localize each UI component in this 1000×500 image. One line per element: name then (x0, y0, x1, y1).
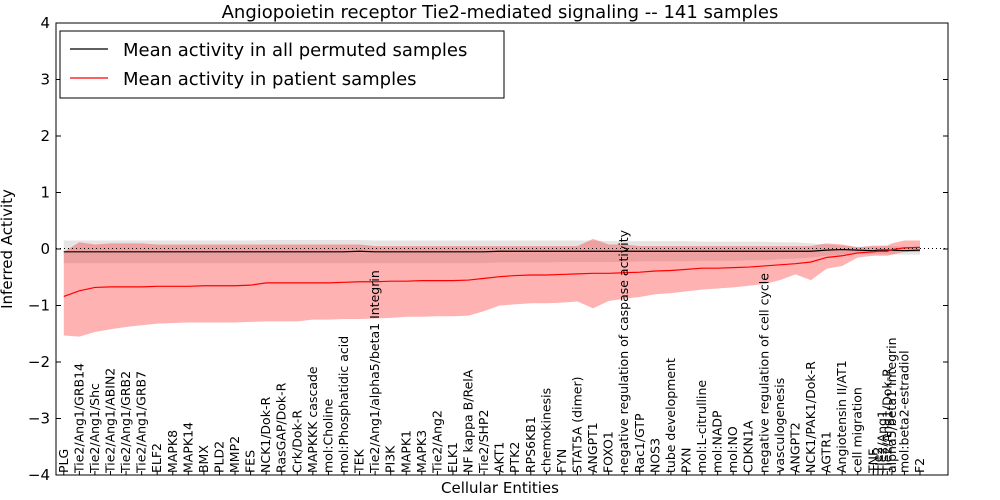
x-tick-label: alpha5/beta1 Integrin (884, 337, 899, 473)
x-tick-label: Tie2 (870, 447, 885, 474)
x-tick-label: NCK1/Dok-R (258, 397, 273, 473)
x-tick-label: tube development (663, 358, 678, 473)
x-tick-label: FES (243, 450, 258, 473)
x-tick-label: Tie2/Ang1/alpha5/beta1 Integrin (367, 270, 382, 474)
x-tick-label: Tie2/Ang1 (875, 410, 890, 474)
x-tick-label: F2 (912, 458, 927, 473)
y-tick-label: −3 (28, 410, 50, 428)
y-tick-label: −2 (28, 353, 50, 371)
y-tick-label: 1 (40, 184, 50, 202)
x-tick-label: Tie2/Ang1/Shc (87, 383, 102, 474)
x-tick-label: RPS6KB1 (523, 416, 538, 473)
x-tick-label: Tie2/SHP2 (476, 410, 491, 474)
y-axis-label: Inferred Activity (0, 189, 16, 309)
legend-label-patient: Mean activity in patient samples (123, 69, 417, 90)
y-tick-label: 4 (40, 14, 50, 32)
x-tick-label: NCK1/PAK1/Dok-R (803, 361, 818, 473)
x-tick-label: Rac1/GTP (632, 413, 647, 473)
x-tick-label: AKT1 (492, 442, 507, 473)
x-tick-label: TNF (865, 449, 880, 474)
y-tick-label: 3 (40, 71, 50, 89)
x-tick-label: PXN (678, 448, 693, 473)
x-tick-label: MAPK3 (414, 430, 429, 473)
x-tick-label: PLG (56, 449, 71, 473)
x-tick-label: Tie2/Ang1/Dok-R (879, 368, 894, 474)
x-tick-label: TEK (352, 448, 367, 474)
x-tick-label: Tie2/Ang2 (429, 410, 444, 474)
x-tick-label: PI3K (383, 445, 398, 473)
x-tick-label: NF kappa B/RelA (461, 369, 476, 473)
x-tick-label: AGTR1 (819, 431, 834, 473)
legend-box (59, 30, 505, 99)
x-tick-label: MAPK8 (165, 430, 180, 473)
x-tick-label: mol:Phosphatidic acid (336, 336, 351, 473)
x-tick-label: Tie2/Ang1/GRB2 (118, 371, 133, 474)
legend-label-permuted: Mean activity in all permuted samples (123, 40, 467, 61)
y-tick-label: 0 (40, 240, 50, 258)
x-tick-label: MAPK14 (180, 422, 195, 473)
y-tick-label: −4 (28, 466, 50, 484)
x-tick-label: STAT5A (dimer) (570, 377, 585, 473)
x-tick-label: ELK1 (445, 442, 460, 473)
x-tick-label: ELF2 (149, 443, 164, 473)
x-tick-label: negative regulation of cell cycle (756, 273, 771, 473)
x-tick-label: CDKN1A (741, 420, 756, 473)
x-tick-label: RasGAP/Dok-R (274, 382, 289, 473)
x-tick-label: mol:L-citrulline (694, 380, 709, 473)
x-tick-label: Tie2/Ang1/GRB7 (134, 371, 149, 474)
x-tick-label: Tie2/Ang1/GRB14 (71, 363, 86, 474)
x-tick-label: mol:beta2-estradiol (896, 350, 911, 473)
x-tick-label: negative regulation of caspase activity (616, 229, 631, 473)
x-tick-label: NOS3 (647, 438, 662, 473)
line-patient-mean (63, 246, 921, 298)
x-tick-label: vasculogenesis (772, 378, 787, 473)
x-tick-label: BMX (196, 445, 211, 473)
y-tick-label: 2 (40, 127, 50, 145)
x-tick-label: FYN (554, 449, 569, 473)
x-tick-label: mol:NADP (710, 410, 725, 473)
x-tick-label: chemokinesis (538, 388, 553, 473)
x-tick-label: mol:NO (725, 426, 740, 473)
x-tick-label: Angiotensin II/AT1 (834, 360, 849, 473)
plot-frame (55, 22, 949, 476)
x-tick-label: FOXO1 (601, 431, 616, 473)
x-tick-label: PLD2 (211, 441, 226, 473)
y-tick-label: −1 (28, 297, 50, 315)
x-tick-label: cell migration (850, 387, 865, 473)
x-tick-label: ANGPT1 (585, 422, 600, 473)
band-patient (63, 238, 920, 337)
x-tick-label: ANGPT2 (787, 422, 802, 473)
legend: Mean activity in all permuted samples Me… (59, 30, 505, 99)
x-tick-label: MAPK1 (398, 430, 413, 473)
x-tick-label: Tie2/Ang1/ABIN2 (102, 368, 117, 474)
x-tick-label: mol:Choline (320, 398, 335, 473)
x-tick-label: Crk/Dok-R (289, 410, 304, 473)
x-axis-label: Cellular Entities (441, 479, 559, 497)
line-permuted-mean (63, 248, 921, 253)
x-tick-label: PTK2 (507, 442, 522, 473)
x-tick-label: MAPKKK cascade (305, 366, 320, 473)
chart-title: Angiopoietin receptor Tie2-mediated sign… (222, 2, 779, 23)
x-tick-label: MMP2 (227, 436, 242, 473)
